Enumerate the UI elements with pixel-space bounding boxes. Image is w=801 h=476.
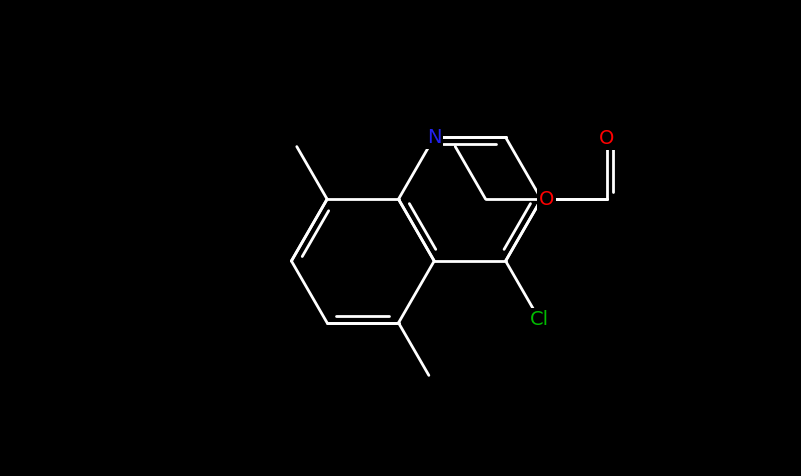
Text: O: O (599, 129, 614, 148)
Text: O: O (538, 189, 554, 208)
Text: Cl: Cl (530, 310, 549, 329)
Text: N: N (427, 128, 441, 147)
